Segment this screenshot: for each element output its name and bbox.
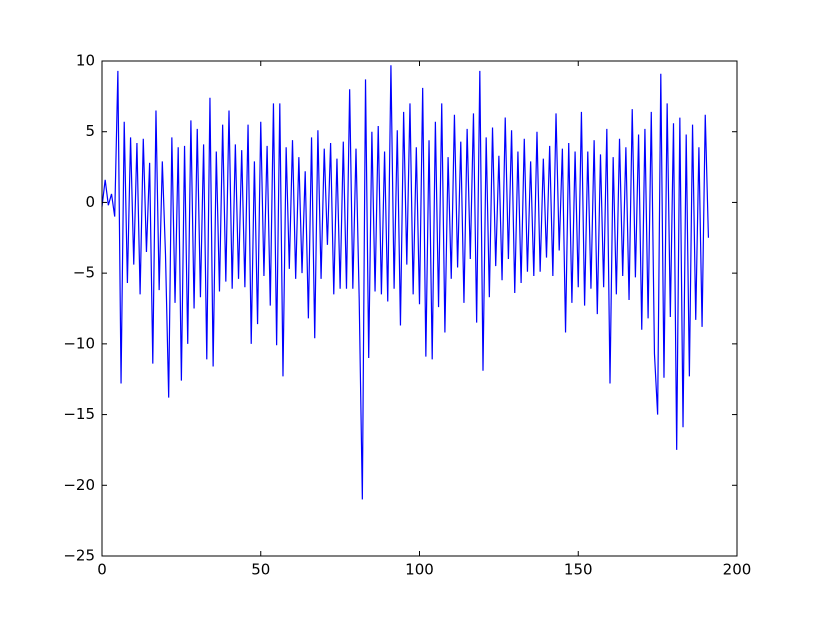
- y-tick-label: −25: [63, 547, 95, 565]
- x-tick-label: 0: [97, 561, 107, 579]
- y-tick-label: −10: [63, 334, 95, 352]
- y-tick-label: 5: [85, 122, 95, 140]
- y-tick-label: −5: [73, 264, 95, 282]
- x-tick-label: 100: [405, 561, 434, 579]
- y-tick-label: 0: [85, 193, 95, 211]
- y-tick-label: −20: [63, 476, 95, 494]
- x-tick-label: 200: [723, 561, 752, 579]
- data-line: [101, 65, 710, 500]
- y-tick-label: −15: [63, 405, 95, 423]
- y-tick-label: 10: [76, 52, 95, 70]
- x-tick-label: 150: [564, 561, 593, 579]
- x-tick-label: 50: [251, 561, 270, 579]
